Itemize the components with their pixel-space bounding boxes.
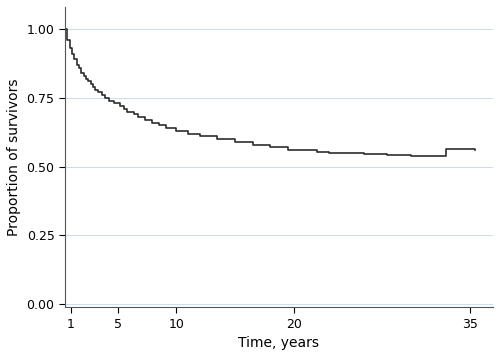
Y-axis label: Proportion of survivors: Proportion of survivors: [7, 78, 21, 236]
X-axis label: Time, years: Time, years: [238, 336, 320, 350]
